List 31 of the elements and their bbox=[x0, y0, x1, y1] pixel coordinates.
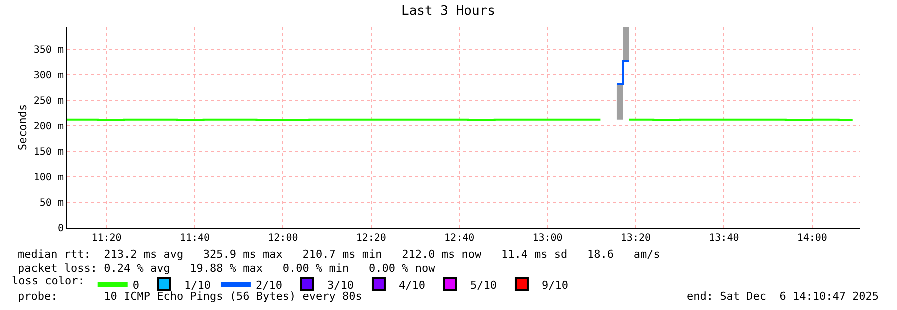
legend-label: 5/10 bbox=[470, 278, 497, 292]
y-axis-title: Seconds bbox=[16, 104, 30, 151]
x-tick-label: 11:20 bbox=[92, 233, 122, 244]
x-tick-label: 11:40 bbox=[180, 233, 210, 244]
y-tick-label: 250 m bbox=[34, 96, 64, 107]
chart-title: Last 3 Hours bbox=[402, 4, 496, 20]
text: probe: 10 ICMP Echo Pings (56 Bytes) every 80s bbox=[18, 290, 362, 303]
y-tick-label: 0 bbox=[58, 224, 64, 234]
x-tick-label: 13:00 bbox=[532, 233, 563, 244]
legend-label: 9/10 bbox=[542, 278, 568, 292]
y-tick-label: 200 m bbox=[34, 121, 64, 132]
x-tick-label: 12:40 bbox=[444, 233, 475, 244]
x-tick-label: 12:00 bbox=[268, 233, 298, 244]
y-tick-label: 150 m bbox=[34, 146, 64, 158]
y-tick-label: 300 m bbox=[34, 70, 64, 82]
text: median rtt: 213.2 ms avg 325.9 ms max 210.7 ms min 212.0 ms now 11.4 ms sd 18.6 am/s bbox=[18, 248, 660, 261]
x-tick-label: 14:00 bbox=[797, 233, 828, 244]
x-tick-label: 13:40 bbox=[709, 233, 740, 244]
legend-label: 1/10 bbox=[184, 278, 211, 292]
legend-label: 2/10 bbox=[256, 278, 282, 292]
y-tick-label: 50 m bbox=[40, 198, 64, 209]
y-tick-label: 350 m bbox=[34, 44, 64, 56]
legend-label: 4/10 bbox=[398, 278, 426, 292]
legend-title: loss color: bbox=[12, 274, 85, 288]
x-tick-label: 12:20 bbox=[356, 233, 386, 244]
legend-label: 3/10 bbox=[327, 278, 354, 292]
text: packet loss: 0.24 % avg 19.88 % max 0.00 % min 0.00 % now bbox=[18, 262, 436, 275]
legend-label: 0 bbox=[132, 278, 140, 292]
y-tick-label: 100 m bbox=[34, 172, 64, 184]
x-tick-label: 13:20 bbox=[620, 233, 652, 244]
text: end: Sat Dec 6 14:10:47 2025 bbox=[687, 290, 880, 303]
